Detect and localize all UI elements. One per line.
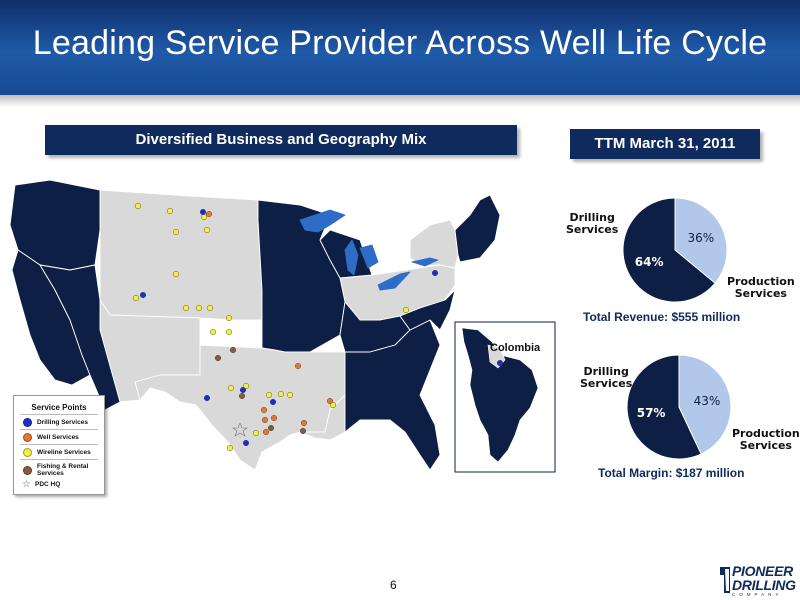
pie-slice-label: 57% [637,406,666,420]
pie-slice-label: 36% [688,231,715,245]
banner-shadow [0,95,800,107]
pie0-label-drilling: Drilling Services [566,211,619,236]
legend-label: Drilling Services [37,419,88,426]
service-point-markers [132,203,504,452]
legend-divider [20,429,98,430]
pie0-label-production: Production Services [727,275,795,300]
well-dot-icon [23,433,32,442]
pie1-label-drilling: Drilling Services [580,365,633,390]
legend-divider [20,444,98,445]
legend-title: Service Points [31,403,87,412]
map-legend: Service Points Drilling Services Well Se… [13,395,105,495]
fishing-dot-icon [23,465,32,475]
logo-text: PIONEER DRILLING [732,563,796,593]
pie-slice-production-services [674,197,728,284]
legend-item-wireline: Wireline Services [23,448,104,457]
star-icon: ☆ [22,479,31,490]
legend-item-hq: ☆ PDC HQ [22,479,104,490]
pie-slice-drilling-services [622,197,716,303]
logo-mark-icon [720,567,730,593]
map-section-title: Diversified Business and Geography Mix [45,125,517,155]
service-region-states [99,189,459,471]
great-lakes [299,209,439,291]
legend-item-well: Well Services [23,433,104,442]
margin-pie-chart: 43% 57% [626,354,732,460]
legend-item-drilling: Drilling Services [23,418,104,427]
page-number: 6 [390,578,397,592]
drilling-dot-icon [23,418,32,427]
legend-divider [20,459,98,460]
pie-slice-label: 64% [635,255,664,269]
wireline-dot-icon [23,448,32,457]
us-map-svg: Colombia [9,179,556,473]
colombia-label: Colombia [490,342,541,354]
legend-label: Well Services [37,434,79,441]
revenue-total: Total Revenue: $555 million [583,310,741,324]
margin-total: Total Margin: $187 million [598,466,745,480]
pie-slice-production-services [678,354,732,455]
hq-star-icon [232,422,248,437]
pie-slice-drilling-services [626,354,702,460]
colombia-inset: Colombia [454,321,556,473]
revenue-pie-chart: 36% 64% [622,197,728,303]
legend-label: PDC HQ [35,481,61,488]
us-map: Colombia [0,170,560,500]
legend-item-fishing: Fishing & Rental Services [23,463,104,477]
pie1-label-production: Production Services [732,427,800,452]
legend-divider [20,414,98,415]
legend-label: Fishing & Rental Services [37,463,89,477]
legend-label: Wireline Services [37,449,91,456]
title-banner: Leading Service Provider Across Well Lif… [0,0,800,95]
pie-slice-label: 43% [694,394,721,408]
company-logo: PIONEER DRILLING COMPANY [718,563,798,597]
logo-subtext: COMPANY [732,592,783,597]
page-title: Leading Service Provider Across Well Lif… [32,24,768,62]
chart-section-title: TTM March 31, 2011 [570,129,760,159]
